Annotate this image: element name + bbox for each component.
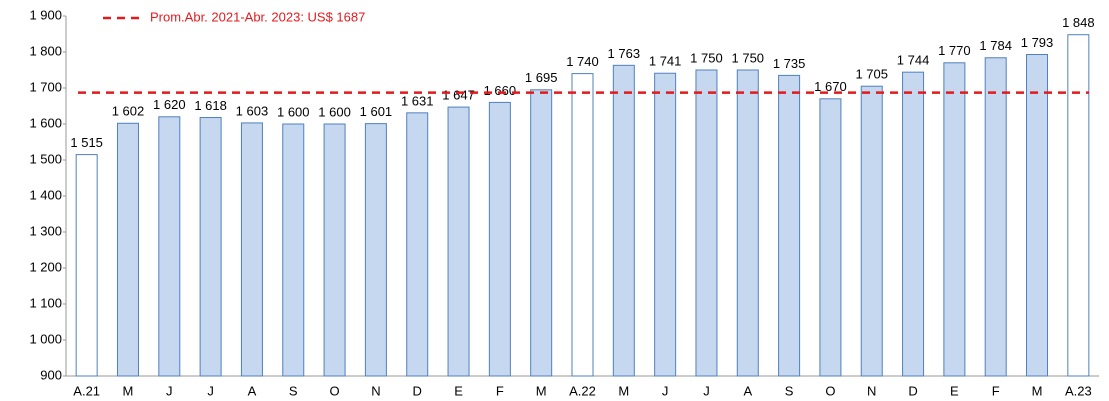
- y-tick-label: 900: [40, 367, 62, 382]
- bar: [406, 112, 429, 377]
- bar: [736, 69, 759, 377]
- x-tick-label: A: [248, 383, 257, 398]
- value-label: 1 744: [897, 53, 930, 68]
- bar: [488, 101, 511, 377]
- value-label: 1 670: [814, 79, 847, 94]
- x-tick-label: J: [166, 383, 173, 398]
- x-tick-label: J: [703, 383, 710, 398]
- y-tick-label: 1 000: [29, 331, 62, 346]
- value-label: 1 848: [1062, 15, 1095, 30]
- bar: [323, 123, 346, 377]
- y-tick-label: 1 300: [29, 223, 62, 238]
- x-tick-label: O: [330, 383, 340, 398]
- x-tick-label: S: [785, 383, 794, 398]
- x-tick-label: M: [618, 383, 629, 398]
- x-tick-label: J: [662, 383, 669, 398]
- x-tick-label: M: [1032, 383, 1043, 398]
- bar: [530, 89, 553, 377]
- bar: [282, 123, 305, 377]
- value-label: 1 705: [855, 67, 888, 82]
- x-tick-label: A.23: [1065, 383, 1092, 398]
- bar: [1067, 34, 1090, 377]
- x-tick-label: F: [496, 383, 504, 398]
- value-label: 1 603: [236, 103, 269, 118]
- value-label: 1 600: [277, 104, 310, 119]
- bar: [158, 116, 181, 377]
- y-tick-label: 1 500: [29, 151, 62, 166]
- value-label: 1 618: [194, 98, 227, 113]
- bar: [612, 64, 635, 377]
- bar: [364, 123, 387, 377]
- x-tick-label: O: [825, 383, 835, 398]
- value-label: 1 770: [938, 43, 971, 58]
- value-label: 1 600: [318, 104, 351, 119]
- bar: [199, 117, 222, 377]
- x-tick-label: D: [908, 383, 917, 398]
- bar: [75, 154, 98, 377]
- y-tick-label: 1 800: [29, 43, 62, 58]
- bar: [240, 122, 263, 377]
- x-tick-label: N: [867, 383, 876, 398]
- bar: [778, 74, 801, 377]
- bar: [819, 98, 842, 377]
- bar: [654, 72, 677, 377]
- y-tick-label: 1 600: [29, 115, 62, 130]
- y-tick-label: 1 400: [29, 187, 62, 202]
- x-tick-label: M: [123, 383, 134, 398]
- bar: [984, 57, 1007, 377]
- x-tick-label: D: [413, 383, 422, 398]
- bar: [447, 106, 470, 377]
- value-label: 1 647: [442, 88, 475, 103]
- x-tick-label: E: [950, 383, 959, 398]
- bar: [860, 85, 883, 377]
- x-tick-label: A.22: [569, 383, 596, 398]
- x-tick-label: M: [536, 383, 547, 398]
- bar: [116, 122, 139, 377]
- value-label: 1 740: [566, 54, 599, 69]
- value-label: 1 602: [112, 104, 145, 119]
- x-tick-label: S: [289, 383, 298, 398]
- value-label: 1 750: [690, 50, 723, 65]
- x-tick-label: F: [992, 383, 1000, 398]
- x-tick-label: N: [371, 383, 380, 398]
- legend-label: Prom.Abr. 2021-Abr. 2023: US$ 1687: [150, 9, 365, 24]
- y-tick-label: 1 700: [29, 79, 62, 94]
- value-label: 1 750: [732, 50, 765, 65]
- x-tick-label: A: [743, 383, 752, 398]
- x-tick-label: J: [207, 383, 214, 398]
- y-tick-label: 1 200: [29, 259, 62, 274]
- bar: [1026, 54, 1049, 377]
- value-label: 1 601: [360, 104, 393, 119]
- value-label: 1 763: [608, 46, 641, 61]
- value-label: 1 660: [484, 83, 517, 98]
- bar: [571, 73, 594, 377]
- value-label: 1 784: [979, 38, 1012, 53]
- value-label: 1 515: [70, 135, 103, 150]
- value-label: 1 631: [401, 93, 434, 108]
- value-label: 1 695: [525, 70, 558, 85]
- value-label: 1 620: [153, 97, 186, 112]
- x-tick-label: A.21: [73, 383, 100, 398]
- value-label: 1 741: [649, 54, 682, 69]
- bar: [902, 71, 925, 377]
- x-tick-label: E: [454, 383, 463, 398]
- bar: [943, 62, 966, 377]
- value-label: 1 735: [773, 56, 806, 71]
- y-tick-label: 1 900: [29, 7, 62, 22]
- y-tick-label: 1 100: [29, 295, 62, 310]
- bar: [695, 69, 718, 377]
- value-label: 1 793: [1021, 35, 1054, 50]
